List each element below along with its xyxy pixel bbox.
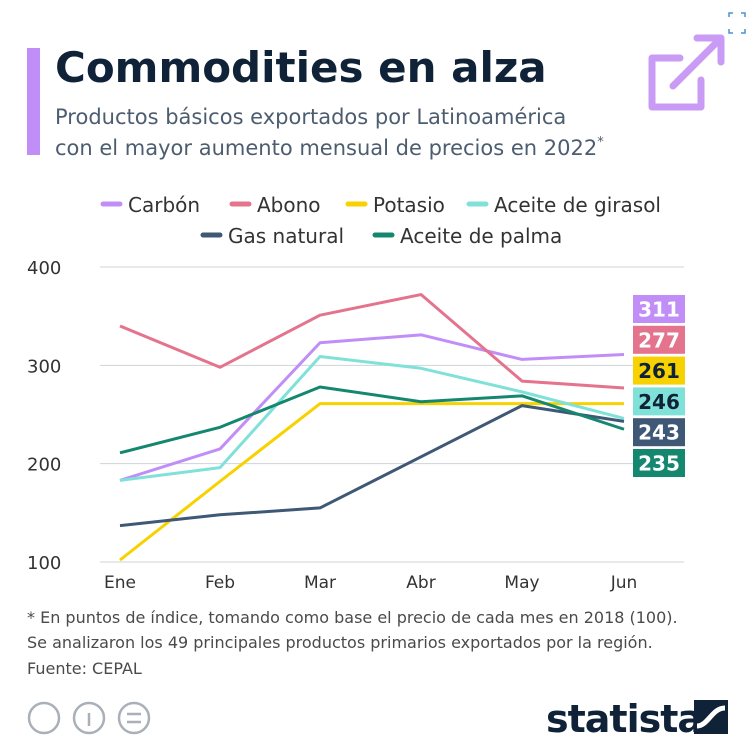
subtitle: Productos básicos exportados por Latinoa… xyxy=(55,105,566,129)
end-label-box xyxy=(633,449,685,477)
x-tick-label: Feb xyxy=(205,573,235,593)
series-line xyxy=(119,404,625,528)
expand-corners xyxy=(728,12,746,34)
source: Fuente: CEPAL xyxy=(27,659,142,678)
x-tick-label: Jun xyxy=(610,573,638,593)
end-label: 246 xyxy=(638,390,680,414)
end-label-box xyxy=(633,325,685,354)
cc-icon xyxy=(27,701,61,735)
legend-label: Gas natural xyxy=(228,224,344,248)
legend-label: Aceite de palma xyxy=(400,224,562,248)
share-box xyxy=(648,54,705,111)
legend-label: Abono xyxy=(257,193,321,217)
y-tick-label: 400 xyxy=(27,258,61,279)
series-line xyxy=(119,333,625,482)
legend-label: Aceite de girasol xyxy=(494,193,661,217)
legend-label: Potasio xyxy=(373,193,445,217)
series-line xyxy=(119,385,625,455)
x-tick-label: Abr xyxy=(406,573,435,593)
logo-wave xyxy=(696,705,726,729)
icon-glyphs xyxy=(87,712,141,726)
end-label: 243 xyxy=(638,421,680,445)
by-icon xyxy=(72,701,106,735)
expand-icon[interactable] xyxy=(728,12,746,34)
title-accent xyxy=(27,48,40,155)
end-label-box xyxy=(633,356,685,385)
x-tick-label: Ene xyxy=(104,573,136,593)
chart-title: Commodities en alza xyxy=(55,43,547,92)
end-label-box xyxy=(633,387,685,416)
end-label-box xyxy=(633,295,685,323)
share-arrow xyxy=(669,34,725,90)
share-icon[interactable] xyxy=(648,34,725,111)
note: * En puntos de índice, tomando como base… xyxy=(27,608,678,627)
series-line xyxy=(119,354,625,482)
note: Se analizaron los 49 principales product… xyxy=(27,633,653,652)
subtitle: con el mayor aumento mensual de precios … xyxy=(55,135,604,160)
legend-label: Carbón xyxy=(128,193,200,217)
end-label: 261 xyxy=(638,359,680,383)
subtitle-mark: * xyxy=(597,135,604,150)
subtitle-line: con el mayor aumento mensual de precios … xyxy=(55,136,597,160)
license-icons[interactable] xyxy=(27,701,151,735)
x-tick-label: May xyxy=(504,573,539,593)
end-label: 311 xyxy=(638,298,680,322)
x-tick-label: Mar xyxy=(304,573,336,593)
brand: statista xyxy=(546,697,702,741)
brand-logo xyxy=(694,700,728,734)
y-tick-label: 300 xyxy=(27,356,61,377)
series-line xyxy=(119,402,624,562)
end-label-box xyxy=(633,418,685,447)
end-label: 277 xyxy=(638,328,680,352)
y-tick-label: 100 xyxy=(27,553,61,574)
y-tick-label: 200 xyxy=(27,455,61,476)
end-label: 235 xyxy=(638,452,680,476)
nd-icon xyxy=(117,701,151,735)
series-line xyxy=(119,293,625,390)
